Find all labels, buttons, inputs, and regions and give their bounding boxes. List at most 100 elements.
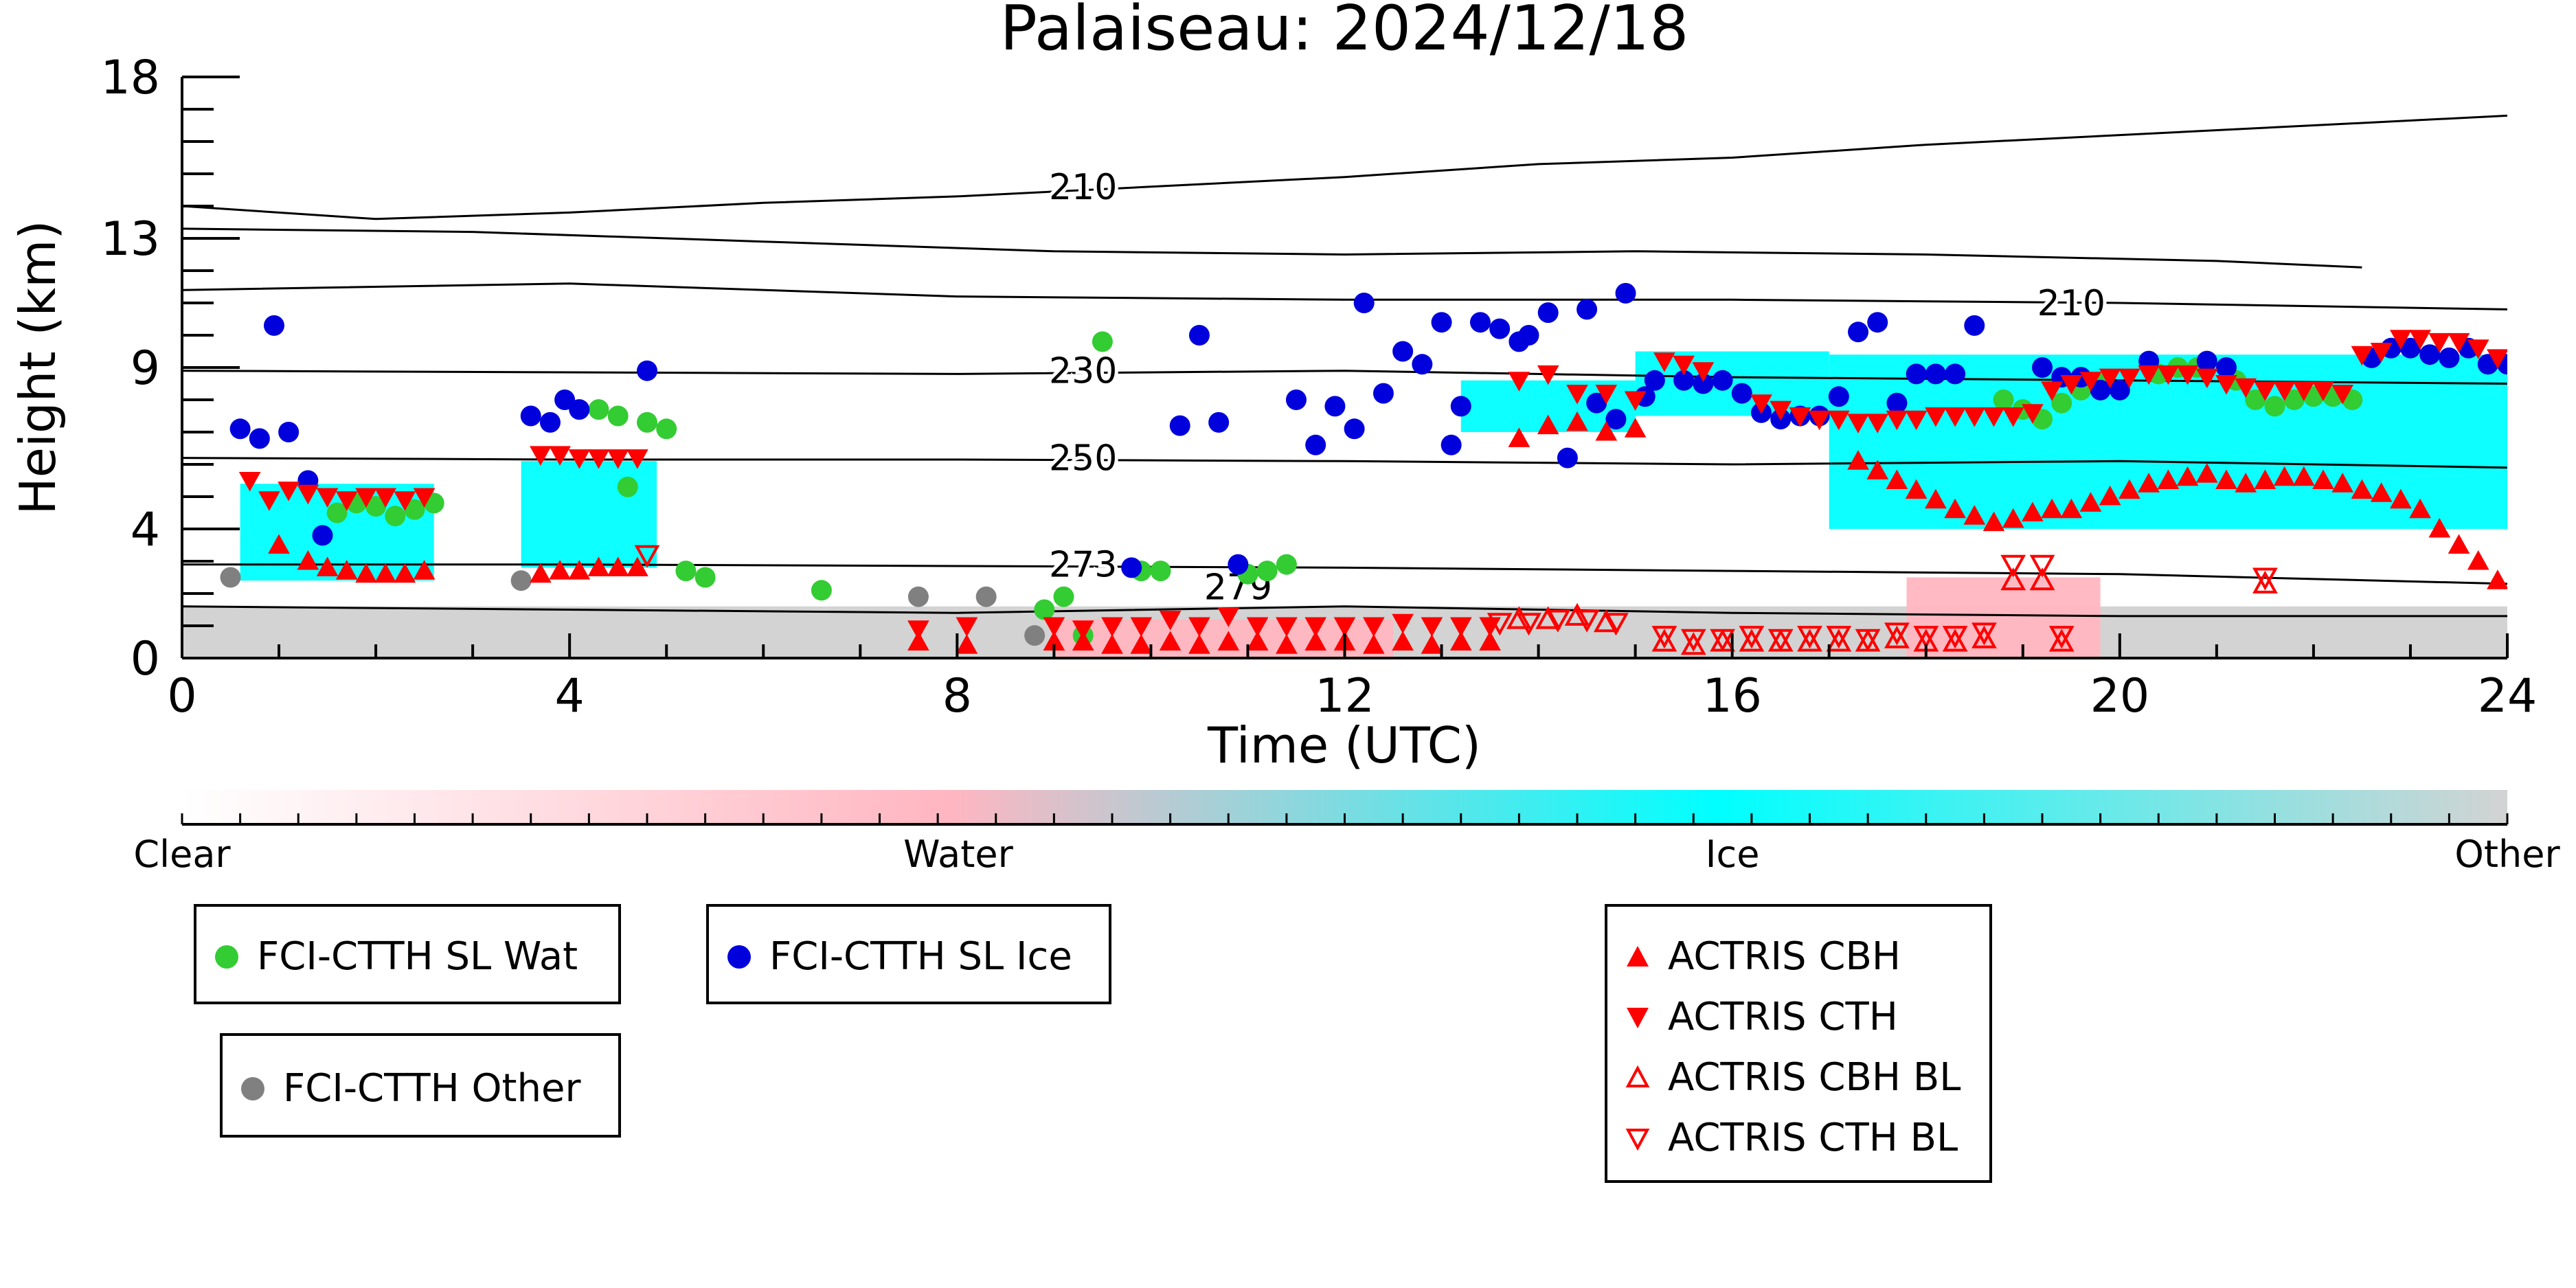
point-fci-ctth-sl-wat [2051, 392, 2072, 414]
point-actris-cth [1692, 362, 1715, 382]
point-fci-ctth-sl-ice [263, 315, 284, 336]
point-fci-ctth-sl-ice [278, 422, 300, 442]
point-actris-cth [1624, 391, 1647, 411]
point-fci-ctth-sl-ice [1848, 321, 1869, 343]
point-actris-cth [530, 446, 552, 466]
point-actris-cth [2448, 332, 2470, 353]
point-fci-ctth-sl-ice [1324, 396, 1346, 417]
point-fci-ctth-sl-ice [1489, 318, 1511, 339]
point-actris-cth-bl [634, 545, 660, 568]
point-actris-cth [2467, 339, 2489, 359]
point-actris-cth [626, 449, 648, 469]
point-actris-cbh [2215, 469, 2237, 489]
point-actris-cbh [2002, 508, 2024, 528]
point-actris-cbh-bl [1651, 629, 1677, 652]
colorbar-label-water: Water [903, 833, 1013, 876]
point-fci-ctth-sl-ice [1169, 415, 1190, 436]
point-fci-ctth-sl-ice [1208, 411, 1230, 433]
point-fci-ctth-sl-wat [2245, 389, 2266, 410]
point-actris-cbh [1595, 420, 1618, 441]
point-fci-ctth-sl-ice [312, 525, 333, 546]
point-actris-cth-bl [2048, 626, 2075, 649]
point-fci-ctth-sl-ice [2032, 357, 2053, 378]
point-actris-cth [2079, 372, 2102, 392]
point-actris-cth-bl [1574, 609, 1600, 633]
point-fci-ctth-sl-ice [2090, 379, 2111, 400]
point-actris-cbh [2254, 469, 2276, 489]
point-fci-ctth-sl-ice [1412, 354, 1433, 375]
point-fci-ctth-sl-ice [1731, 383, 1752, 404]
point-fci-ctth-sl-wat [694, 567, 716, 588]
colorbar-label-ice: Ice [1705, 833, 1760, 876]
point-actris-cth [1479, 617, 1501, 637]
point-actris-cbh [2235, 473, 2257, 493]
point-actris-cbh-bl [1826, 629, 1852, 652]
point-actris-cth [1508, 372, 1530, 392]
y-tick-label: 9 [131, 341, 160, 396]
point-actris-cbh [1217, 631, 1240, 651]
point-fci-ctth-sl-ice [1372, 383, 1394, 404]
legend-item-fci-ctth-sl-wat: FCI-CTTH SL Wat [206, 934, 578, 979]
point-actris-cth [1566, 385, 1588, 405]
point-actris-cbh [1886, 469, 1908, 489]
point-actris-cth [2002, 407, 2024, 427]
point-actris-cbh [2022, 501, 2044, 521]
point-actris-cbh [1624, 418, 1647, 438]
legend-item-fci-ctth-other: FCI-CTTH Other [232, 1066, 580, 1111]
point-actris-cth [1101, 617, 1123, 637]
point-actris-cbh-bl [2000, 567, 2026, 591]
point-actris-cbh [2099, 485, 2121, 506]
point-actris-cth [335, 491, 358, 511]
point-fci-ctth-sl-ice [637, 360, 657, 381]
point-actris-cbh-bl [1884, 625, 1910, 648]
point-fci-ctth-sl-ice [1450, 396, 1471, 417]
point-actris-cbh-bl [1535, 606, 1561, 629]
point-actris-cth [1421, 617, 1443, 637]
point-actris-cth-bl [2252, 567, 2278, 591]
point-actris-cth [1750, 394, 1772, 414]
legend-label: ACTRIS CTH [1668, 995, 1898, 1039]
chart-title: Palaiseau: 2024/12/18 [1000, 0, 1689, 65]
point-actris-cth [1159, 611, 1182, 631]
x-tick-label: 12 [1315, 669, 1375, 723]
point-actris-cth-bl [1913, 626, 1939, 649]
point-actris-cbh [1188, 634, 1210, 654]
colorbar-label-clear: Clear [133, 833, 231, 876]
y-tick-label: 0 [131, 632, 160, 686]
point-fci-ctth-other [907, 586, 929, 607]
point-actris-cth [1673, 355, 1695, 376]
point-actris-cbh [549, 560, 571, 580]
point-fci-ctth-sl-ice [2439, 347, 2460, 368]
point-actris-cth [1770, 400, 1792, 421]
contour-label: 273 [1049, 545, 1117, 586]
point-fci-ctth-sl-ice [1867, 312, 1888, 333]
point-fci-ctth-sl-ice [249, 428, 270, 449]
point-actris-cbh-bl [1593, 609, 1619, 633]
point-fci-ctth-sl-ice [1828, 386, 1849, 407]
y-ticks: 0 4 9 13 18 [100, 51, 240, 686]
point-actris-cth [1653, 352, 1675, 372]
point-fci-ctth-sl-ice [1964, 315, 1985, 336]
legend-item-actris-cth-bl: ACTRIS CTH BL [1617, 1116, 1958, 1160]
point-actris-cth [607, 449, 629, 469]
legend-box-ice: FCI-CTTH SL Ice [706, 904, 1111, 1004]
legend-item-fci-ctth-sl-ice: FCI-CTTH SL Ice [719, 934, 1072, 979]
point-fci-ctth-sl-ice [1353, 293, 1375, 313]
y-tick-label: 4 [131, 503, 160, 557]
point-fci-ctth-sl-ice [1615, 282, 1636, 304]
point-actris-cth [1847, 414, 1869, 433]
point-actris-cth-bl [2029, 554, 2055, 578]
classification-background [182, 351, 2507, 658]
point-actris-cth [2312, 381, 2334, 401]
point-fci-ctth-sl-ice [1586, 392, 1607, 414]
point-actris-cth [1362, 617, 1385, 637]
point-actris-cbh [1159, 631, 1182, 651]
temperature-contour-5 [182, 563, 2507, 585]
point-actris-cbh [413, 560, 436, 580]
point-actris-cth [1595, 385, 1618, 405]
point-actris-cth [1072, 620, 1094, 640]
point-actris-cth [2176, 365, 2199, 385]
point-actris-cbh [2390, 488, 2412, 509]
point-fci-ctth-other [1024, 625, 1046, 646]
